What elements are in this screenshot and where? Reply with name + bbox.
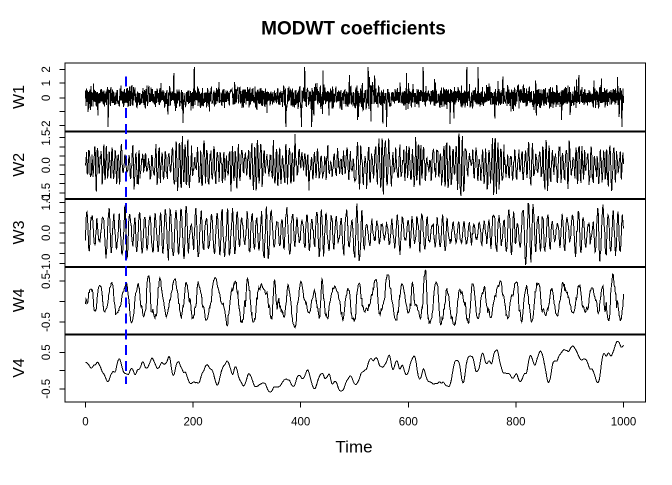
svg-text:W2: W2 <box>11 153 28 177</box>
svg-text:-0.5: -0.5 <box>41 312 53 332</box>
svg-text:0.0: 0.0 <box>41 225 53 241</box>
svg-text:2: 2 <box>41 66 53 72</box>
svg-text:800: 800 <box>506 417 525 429</box>
svg-text:-0.5: -0.5 <box>41 379 53 399</box>
svg-text:1.5: 1.5 <box>41 130 53 146</box>
svg-text:0.5: 0.5 <box>41 344 53 360</box>
svg-text:0.0: 0.0 <box>41 157 53 173</box>
svg-text:0: 0 <box>82 417 88 429</box>
svg-text:200: 200 <box>184 417 203 429</box>
svg-text:W3: W3 <box>11 220 28 244</box>
svg-text:1: 1 <box>41 80 53 86</box>
svg-text:-1.5: -1.5 <box>41 183 53 203</box>
svg-text:-1.0: -1.0 <box>41 254 53 274</box>
svg-text:W1: W1 <box>11 85 28 109</box>
svg-text:1.0: 1.0 <box>41 195 53 211</box>
svg-text:MODWT coefficients: MODWT coefficients <box>261 19 446 40</box>
svg-text:0.5: 0.5 <box>41 273 53 289</box>
svg-text:Time: Time <box>335 438 372 457</box>
svg-text:0: 0 <box>41 95 53 101</box>
svg-text:-2: -2 <box>41 120 53 130</box>
svg-text:600: 600 <box>399 417 418 429</box>
svg-text:W4: W4 <box>11 288 28 312</box>
svg-text:400: 400 <box>291 417 310 429</box>
svg-text:1000: 1000 <box>611 417 637 429</box>
svg-text:V4: V4 <box>11 358 28 378</box>
